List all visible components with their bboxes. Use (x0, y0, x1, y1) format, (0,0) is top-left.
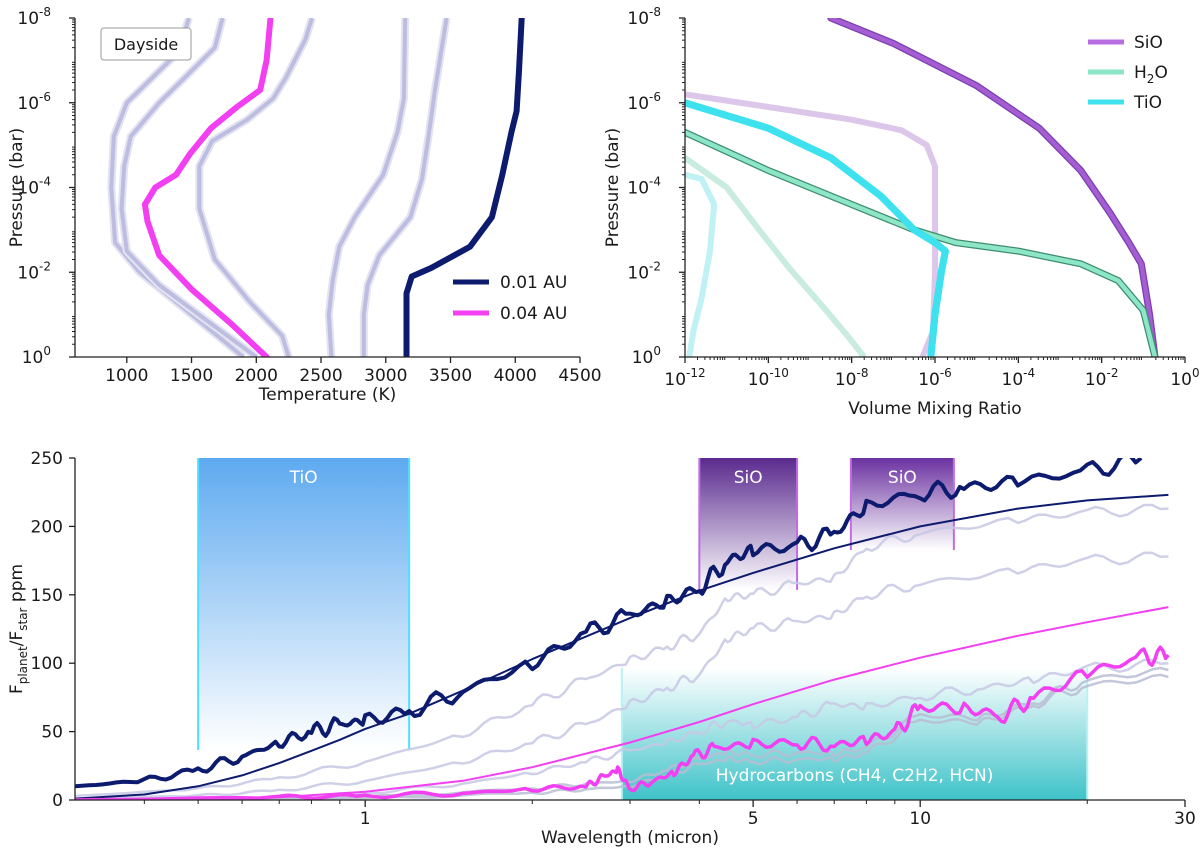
panel1-xlabel: Temperature (K) (258, 385, 397, 405)
panel1-lines (107, 18, 525, 357)
panel3-ytick-label-250: 250 (31, 449, 63, 469)
panel2-ytick-label-0: 100 (632, 344, 661, 368)
panel1-legend-label-0: 0.01 AU (500, 273, 567, 293)
panel2-ylabel: Pressure (bar) (603, 128, 623, 247)
temperature-profile-0-04-au (141, 18, 274, 357)
panel2-xtick-label-5: 10-2 (1085, 366, 1119, 390)
spectrum-intermediate-d (75, 666, 1169, 800)
mixing-ratio-outline-sio (827, 18, 1159, 357)
panel1-ytick-label-0: 100 (22, 344, 51, 368)
temperature-profile-5 (361, 18, 449, 357)
mixing-ratio-faint-tio-0.04au (685, 171, 718, 357)
spectrum-0-01-au-model (75, 458, 1143, 789)
panel2-ytick-label-2: 10-4 (627, 175, 661, 199)
panel1-xtick-label-4000: 4000 (494, 366, 537, 386)
panel2-lines (685, 18, 1159, 357)
panel1-xtick-label-2500: 2500 (299, 366, 342, 386)
panel2-xtick-label-0: 10-12 (664, 366, 705, 390)
panel1-xtick-label-1000: 1000 (105, 366, 148, 386)
band-label-3: Hydrocarbons (CH4, C2H2, HCN) (716, 766, 994, 786)
temperature-profile-0-01-au (403, 18, 525, 357)
band-tio-0 (198, 458, 410, 750)
panel3-ylabel: Fplanet/Fstar ppm (7, 564, 30, 694)
temperature-profile-3 (197, 18, 314, 357)
panel2-xtick-label-1: 10-10 (748, 366, 789, 390)
panel1-ytick-label-4: 10-8 (17, 5, 51, 29)
panel3-ytick-label-150: 150 (31, 586, 63, 606)
panel2-legend-label-1: H2O (1134, 63, 1168, 86)
panel3-ytick-label-200: 200 (31, 517, 63, 537)
panel1-xtick-label-4500: 4500 (558, 366, 601, 386)
temperature-profile-halo-1 (107, 18, 246, 357)
dayside-annotation: Dayside (114, 35, 178, 54)
panel2-xtick-label-2: 10-8 (835, 366, 869, 390)
band-sio-2 (850, 458, 954, 550)
panel3-ytick-label-100: 100 (31, 654, 63, 674)
panel2-legend-label-0: SiO (1134, 33, 1163, 53)
panel3-xtick-label-5: 5 (748, 809, 759, 829)
spectrum-intermediate-a (75, 503, 1169, 798)
band-label-0: TiO (289, 468, 318, 488)
panel2-xtick-label-4: 10-4 (1002, 366, 1036, 390)
panel2-ytick-label-1: 10-2 (627, 259, 661, 283)
panel2-xtick-label-3: 10-6 (918, 366, 952, 390)
mixing-ratio-faint-h2o-0.04au (685, 155, 867, 357)
mixing-ratio-sio (828, 18, 1158, 357)
panel3-ytick-label-0: 0 (52, 791, 63, 811)
band-hydrocarbons-3 (621, 668, 1088, 800)
panel2-legend-label-2: TiO (1133, 93, 1162, 113)
panel1-ylabel: Pressure (bar) (7, 128, 27, 247)
panel3-xlabel: Wavelength (micron) (541, 828, 719, 848)
panel-temperature-pressure: 1000 1500 2000 2500 3000 3500 4000 4500 100 10-2 1… (7, 5, 602, 405)
panel2-ytick-label-3: 10-6 (627, 90, 661, 114)
panel1-xtick-label-3500: 3500 (429, 366, 472, 386)
panel3-xtick-label-30: 30 (1174, 809, 1196, 829)
spectrum-intermediate-b (75, 551, 1169, 800)
panel1-xtick-label-2000: 2000 (235, 366, 278, 386)
panel3-xtick-label-10: 10 (909, 809, 931, 829)
temperature-profile-2 (119, 18, 258, 357)
panel3-ytick-label-50: 50 (41, 723, 63, 743)
mixing-ratio-h2o (685, 130, 1158, 357)
panel1-ytick-label-2: 10-4 (17, 175, 51, 199)
panel3-xtick-label-1: 1 (360, 809, 371, 829)
band-label-2: SiO (888, 468, 917, 488)
panel2-xtick-label-6: 100 (1170, 366, 1199, 390)
band-label-1: SiO (734, 468, 763, 488)
panel2-ytick-label-4: 10-8 (627, 5, 661, 29)
temperature-profile-4 (326, 18, 408, 357)
mixing-ratio-tio (685, 99, 949, 357)
panel2-xlabel: Volume Mixing Ratio (848, 399, 1021, 419)
panel1-legend-label-1: 0.04 AU (500, 304, 567, 324)
panel1-xtick-label-3000: 3000 (364, 366, 407, 386)
spectrum-0-04-au-model (75, 645, 1170, 800)
dayside-box (100, 27, 192, 61)
panel1-xtick-label-1500: 1500 (170, 366, 213, 386)
panel1-ytick-label-1: 10-2 (17, 259, 51, 283)
panel-mixing-ratio: 10-12 10-10 10-8 10-6 10-4 10-2 100 100 10-2 10-4… (603, 5, 1200, 419)
spectrum-intermediate-c (75, 658, 1169, 800)
spectrum-lines (75, 458, 1170, 800)
panel1-ytick-label-3: 10-6 (17, 90, 51, 114)
